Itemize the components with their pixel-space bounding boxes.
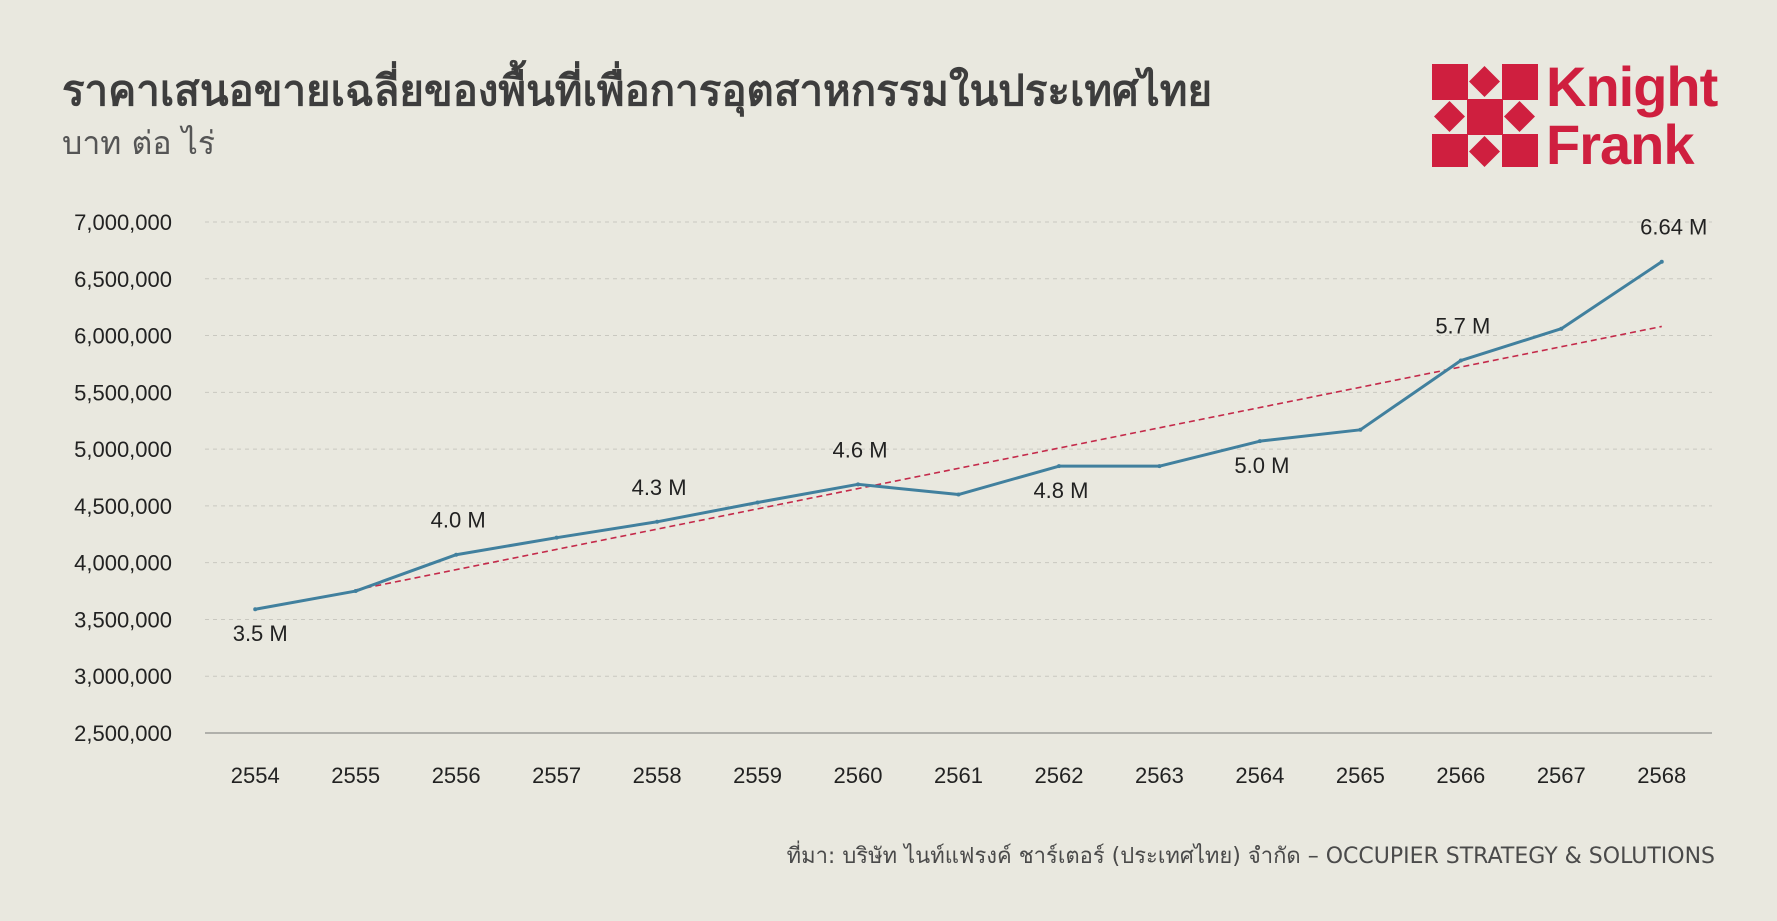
x-tick-label: 2566 — [1436, 763, 1485, 788]
x-tick-label: 2559 — [733, 763, 782, 788]
y-tick-label: 7,000,000 — [74, 210, 172, 235]
y-tick-label: 3,500,000 — [74, 607, 172, 632]
data-point — [856, 482, 861, 487]
trendline — [355, 325, 1662, 591]
x-tick-label: 2560 — [834, 763, 883, 788]
y-tick-label: 3,000,000 — [74, 664, 172, 689]
grid-lines — [205, 221, 1712, 677]
trendline-layer — [355, 325, 1662, 591]
logo-square — [1432, 64, 1468, 100]
knight-frank-logo-text: Knight Frank — [1546, 55, 1718, 176]
data-point — [554, 535, 559, 540]
data-label: 4.8 M — [1033, 478, 1088, 503]
logo-square — [1502, 134, 1538, 170]
y-tick-label: 4,000,000 — [74, 551, 172, 576]
x-tick-label: 2565 — [1336, 763, 1385, 788]
data-point — [655, 519, 660, 524]
data-label: 6.64 M — [1640, 215, 1707, 240]
x-tick-label: 2561 — [934, 763, 983, 788]
chart-title: ราคาเสนอขายเฉลี่ยของพื้นที่เพื่อการอุตสา… — [62, 66, 1213, 115]
logo-diamond — [1469, 66, 1500, 97]
data-label: 5.7 M — [1435, 314, 1490, 339]
data-label: 4.6 M — [833, 437, 888, 462]
data-point — [454, 552, 459, 557]
y-tick-label: 6,500,000 — [74, 267, 172, 292]
data-point — [1257, 439, 1262, 444]
logo-diamond — [1504, 101, 1535, 132]
x-tick-label: 2564 — [1235, 763, 1284, 788]
data-point — [755, 500, 760, 505]
chart-subtitle: บาท ต่อ ไร่ — [62, 124, 215, 162]
logo-line-1: Knight — [1546, 55, 1718, 118]
x-tick-label: 2562 — [1034, 763, 1083, 788]
data-point — [1458, 358, 1463, 363]
data-label: 4.3 M — [632, 475, 687, 500]
x-tick-label: 2555 — [331, 763, 380, 788]
data-label: 4.0 M — [431, 508, 486, 533]
axes: 2,500,000 3,000,000 3,500,000 4,000,000 4,50… — [74, 210, 1712, 788]
logo-square — [1502, 64, 1538, 100]
x-tick-label: 2563 — [1135, 763, 1184, 788]
data-point — [1157, 464, 1162, 469]
logo-square — [1467, 99, 1503, 135]
data-point — [1358, 427, 1363, 432]
data-point — [253, 607, 258, 612]
knight-frank-logo: Knight Frank — [1430, 58, 1720, 174]
knight-frank-logo-mark — [1432, 64, 1538, 170]
y-tick-label: 2,500,000 — [74, 721, 172, 746]
x-tick-label: 2568 — [1637, 763, 1686, 788]
data-labels: 3.5 M 4.0 M 4.3 M 4.6 M 4.8 M 5.0 M 5.7 M 6.64 … — [233, 215, 1708, 646]
x-tick-label: 2554 — [231, 763, 280, 788]
x-tick-label: 2556 — [432, 763, 481, 788]
x-tick-label: 2558 — [633, 763, 682, 788]
data-label: 5.0 M — [1234, 453, 1289, 478]
data-point — [956, 492, 961, 497]
data-point — [353, 589, 358, 594]
data-point — [1056, 464, 1061, 469]
logo-line-2: Frank — [1546, 113, 1695, 176]
y-tick-label: 6,000,000 — [74, 324, 172, 349]
data-point — [1559, 326, 1564, 331]
y-tick-label: 5,000,000 — [74, 437, 172, 462]
series-layer — [253, 259, 1664, 612]
logo-square — [1432, 134, 1468, 170]
source-note: ที่มา: บริษัท ไนท์แฟรงค์ ชาร์เตอร์ (ประเ… — [786, 844, 1715, 869]
x-tick-label: 2557 — [532, 763, 581, 788]
y-tick-label: 4,500,000 — [74, 494, 172, 519]
y-tick-label: 5,500,000 — [74, 380, 172, 405]
data-label: 3.5 M — [233, 621, 288, 646]
logo-diamond — [1434, 101, 1465, 132]
logo-diamond — [1469, 136, 1500, 167]
x-tick-label: 2567 — [1537, 763, 1586, 788]
data-point — [1659, 259, 1664, 264]
